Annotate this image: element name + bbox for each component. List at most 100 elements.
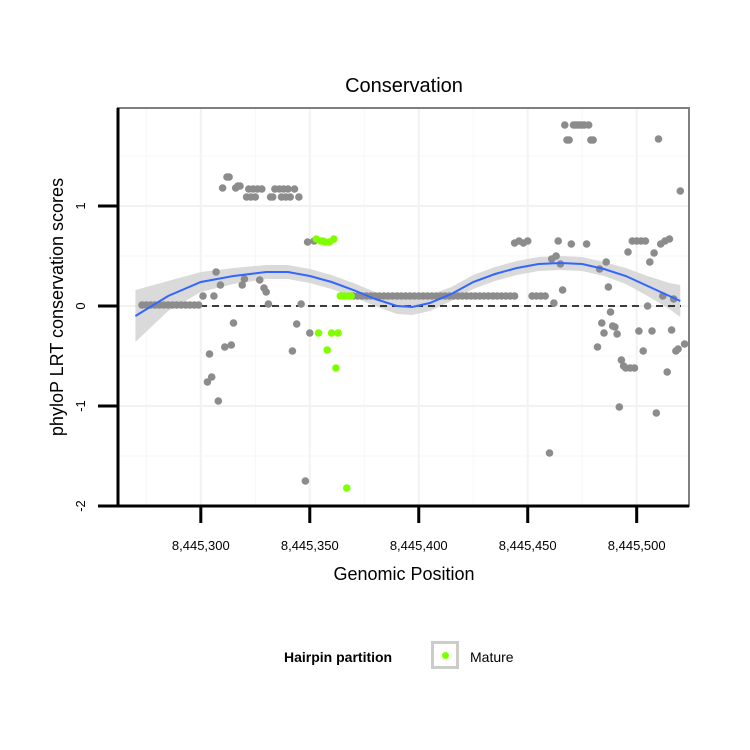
other-point xyxy=(205,350,214,358)
other-point xyxy=(589,136,597,144)
x-tick-label: 8,445,450 xyxy=(499,538,557,553)
other-point xyxy=(227,341,236,349)
other-point xyxy=(635,327,643,335)
other-point xyxy=(641,237,650,245)
x-tick-label: 8,445,400 xyxy=(390,538,448,553)
other-point xyxy=(584,121,593,129)
other-point xyxy=(268,193,277,201)
other-point xyxy=(258,185,266,193)
other-point xyxy=(567,240,576,248)
other-point xyxy=(667,326,676,334)
other-point xyxy=(613,330,621,338)
other-point xyxy=(286,193,295,201)
other-point xyxy=(600,329,608,337)
other-point xyxy=(510,292,519,300)
other-point xyxy=(306,329,314,337)
y-tick-label: -1 xyxy=(73,400,88,412)
mature-point xyxy=(330,235,338,243)
other-point xyxy=(284,185,292,193)
other-point xyxy=(199,292,207,300)
smooth-curve-layer xyxy=(134,261,681,317)
smooth-curve xyxy=(134,261,681,317)
other-point xyxy=(218,184,227,192)
mature-point xyxy=(334,329,342,337)
other-point xyxy=(251,193,260,201)
other-point xyxy=(290,185,299,193)
other-point xyxy=(643,302,652,310)
other-point xyxy=(301,477,310,485)
mature-point xyxy=(314,329,323,337)
other-point xyxy=(598,319,606,327)
points-layer xyxy=(138,121,689,492)
x-tick-label: 8,445,300 xyxy=(172,538,230,553)
other-point xyxy=(292,320,301,328)
other-point xyxy=(240,275,249,283)
other-point xyxy=(582,240,591,248)
other-point xyxy=(606,308,615,316)
other-point xyxy=(604,283,613,291)
other-point xyxy=(602,258,610,266)
other-point xyxy=(262,288,271,296)
legend-label-mature: Mature xyxy=(470,649,514,665)
x-axis-label: Genomic Position xyxy=(333,564,474,584)
x-axis: 8,445,300 8,445,350 8,445,400 8,445,450 8,44… xyxy=(118,504,689,553)
other-point xyxy=(639,347,647,355)
other-point xyxy=(221,343,229,351)
y-axis-label: phyloP LRT conservation scores xyxy=(47,178,67,436)
other-point xyxy=(565,136,573,144)
other-point xyxy=(648,327,656,335)
y-tick-label: 1 xyxy=(73,202,88,209)
other-point xyxy=(615,403,624,411)
other-point xyxy=(674,345,682,353)
other-point xyxy=(650,249,658,257)
other-point xyxy=(665,235,674,243)
other-point xyxy=(288,347,297,355)
mature-point xyxy=(347,292,356,300)
mature-point xyxy=(343,484,351,492)
legend-dot-mature xyxy=(442,652,449,659)
other-point xyxy=(523,237,532,245)
other-point xyxy=(212,268,220,276)
mature-point xyxy=(327,329,336,337)
other-point xyxy=(264,300,273,308)
other-point xyxy=(624,248,632,256)
legend: Hairpin partition Mature xyxy=(0,640,750,676)
x-tick-label: 8,445,500 xyxy=(608,538,666,553)
other-point xyxy=(216,281,225,289)
legend-title: Hairpin partition xyxy=(284,649,393,665)
other-point xyxy=(207,373,216,381)
other-point xyxy=(611,323,619,331)
other-point xyxy=(303,238,312,246)
x-tick-label: 8,445,350 xyxy=(281,538,339,553)
legend-key-mature xyxy=(431,641,459,669)
other-point xyxy=(194,301,203,309)
other-point xyxy=(552,252,560,260)
other-point xyxy=(654,135,663,143)
other-point xyxy=(630,364,639,372)
other-point xyxy=(229,319,238,327)
y-axis: -2 -1 0 1 xyxy=(73,108,120,512)
other-point xyxy=(617,356,626,364)
other-point xyxy=(550,299,558,307)
other-point xyxy=(646,258,654,266)
other-point xyxy=(236,182,244,190)
other-point xyxy=(214,397,223,405)
other-point xyxy=(255,276,264,284)
other-point xyxy=(210,292,218,300)
other-point xyxy=(663,368,671,376)
other-point xyxy=(554,237,562,245)
other-point xyxy=(297,300,305,308)
mature-point xyxy=(332,364,340,372)
other-point xyxy=(593,343,602,351)
other-point xyxy=(238,281,246,289)
y-tick-label: 0 xyxy=(73,302,88,309)
other-point xyxy=(676,187,685,195)
other-point xyxy=(652,409,661,417)
chart-title: Conservation xyxy=(345,75,463,97)
other-point xyxy=(680,340,689,348)
other-point xyxy=(541,292,549,300)
mature-point xyxy=(323,346,332,354)
other-point xyxy=(203,378,212,386)
other-point xyxy=(558,286,567,294)
